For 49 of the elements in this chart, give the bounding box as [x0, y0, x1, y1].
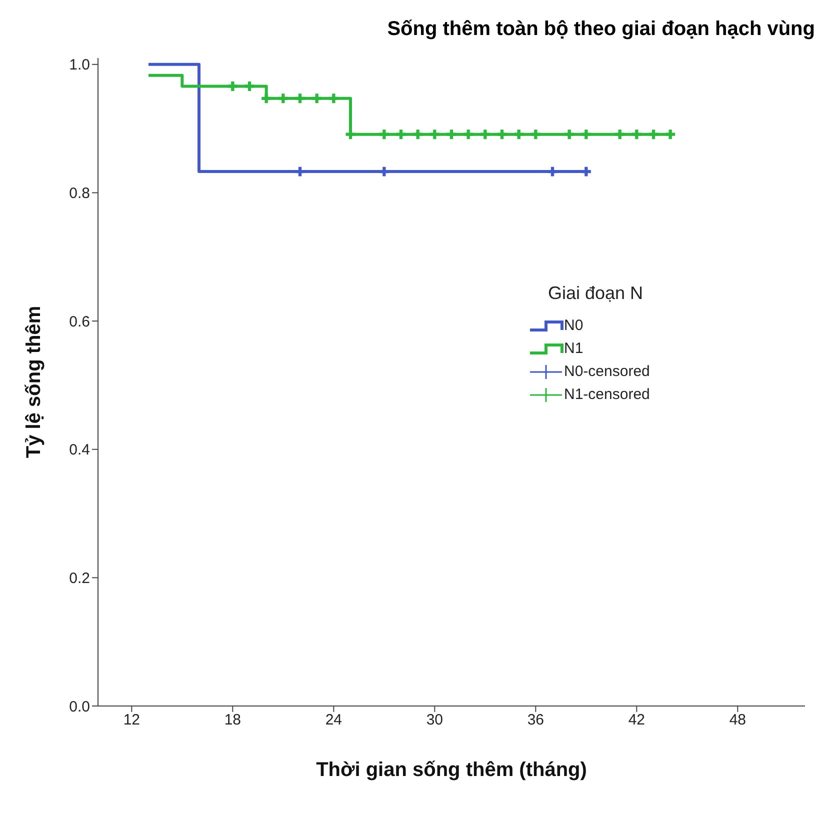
- point: [295, 166, 305, 176]
- legend-title: Giai đoạn N: [548, 283, 644, 304]
- point: [396, 130, 406, 140]
- legend-label: N1: [564, 340, 584, 357]
- point: [581, 166, 591, 176]
- point: [548, 166, 558, 176]
- x-tick-label: 42: [628, 712, 646, 729]
- point: [379, 166, 389, 176]
- point: [581, 130, 591, 140]
- point: [648, 130, 658, 140]
- x-tick-label: 24: [325, 712, 342, 729]
- point: [228, 81, 238, 91]
- point: [346, 130, 356, 140]
- point: [413, 130, 423, 140]
- point: [632, 130, 642, 140]
- point: [295, 94, 305, 104]
- x-tick-label: 30: [426, 712, 444, 729]
- y-tick-label: 0.6: [69, 313, 90, 330]
- point: [564, 130, 574, 140]
- point: [615, 130, 625, 140]
- chart-title: Sống thêm toàn bộ theo giai đoạn hạch vùng: [386, 18, 815, 41]
- legend-label: N0-censored: [564, 363, 650, 380]
- point: [480, 130, 490, 140]
- y-tick-label: 1.0: [69, 56, 90, 74]
- x-tick-label: 36: [527, 712, 544, 729]
- y-tick-label: 0.8: [69, 185, 90, 202]
- point: [497, 130, 507, 140]
- y-tick-label: 0.2: [69, 570, 90, 588]
- x-tick-label: 12: [123, 712, 140, 729]
- point: [666, 130, 676, 140]
- point: [530, 130, 540, 140]
- point: [464, 130, 474, 140]
- point: [446, 130, 456, 140]
- point: [244, 81, 254, 91]
- y-tick-label: 0.4: [69, 442, 90, 459]
- x-tick-label: 48: [729, 712, 746, 729]
- x-axis-title: Thời gian sống thêm (tháng): [316, 759, 587, 781]
- point: [262, 94, 272, 104]
- legend-label: N0: [564, 317, 584, 334]
- point: [328, 94, 338, 104]
- legend-label: N1-censored: [564, 386, 650, 403]
- point: [430, 130, 440, 140]
- point: [514, 130, 524, 140]
- y-axis-title: Tỷ lệ sống thêm: [23, 306, 46, 458]
- x-tick-label: 18: [224, 712, 242, 729]
- y-tick-label: 0.0: [69, 698, 90, 716]
- point: [312, 94, 322, 104]
- point: [379, 130, 389, 140]
- point: [278, 94, 288, 104]
